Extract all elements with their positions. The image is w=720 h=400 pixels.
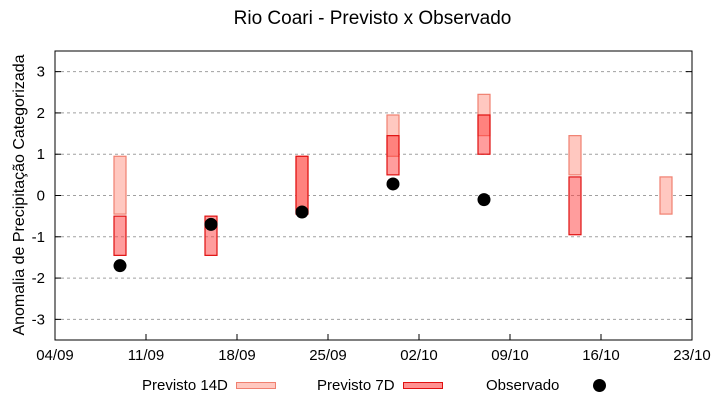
y-tick-label: 3 (37, 64, 45, 81)
legend-item-observado: Observado (486, 377, 607, 394)
legend-label: Previsto 14D (142, 377, 228, 394)
bar-previsto-7d (295, 155, 309, 215)
bar-previsto-7d (113, 215, 127, 256)
y-tick-label: 2 (37, 105, 45, 122)
point-observado (204, 217, 218, 231)
point-observado (386, 177, 400, 191)
legend-marker-dot-icon (593, 379, 607, 392)
point-observado (295, 205, 309, 219)
chart-title: Rio Coari - Previsto x Observado (233, 8, 512, 29)
x-tick-label: 09/10 (491, 347, 529, 364)
bar-previsto-14d (568, 135, 582, 176)
point-observado (477, 193, 491, 207)
legend-label: Previsto 7D (317, 377, 395, 394)
y-tick-label: -3 (32, 311, 45, 328)
x-tick-label: 04/09 (36, 347, 74, 364)
x-tick-label: 18/09 (218, 347, 256, 364)
y-tick-label: 0 (37, 188, 45, 205)
plot-frame (54, 50, 693, 341)
bar-previsto-14d (113, 155, 127, 215)
y-tick-label: -2 (32, 270, 45, 287)
y-tick-label: 1 (37, 146, 45, 163)
legend-swatch-14d (235, 382, 276, 389)
legend-swatch-7d (402, 382, 443, 389)
x-tick-label: 23/10 (673, 347, 711, 364)
x-tick-label: 11/09 (128, 347, 164, 364)
bar-previsto-14d (659, 176, 673, 215)
legend-item-previsto-7d: Previsto 7D (317, 377, 443, 394)
legend-item-previsto-14d: Previsto 14D (142, 377, 276, 394)
bar-previsto-7d (568, 176, 582, 236)
bar-previsto-7d (386, 135, 400, 176)
point-observado (113, 259, 127, 273)
bar-previsto-7d (477, 114, 491, 155)
legend-label: Observado (486, 377, 560, 394)
x-tick-label: 25/09 (309, 347, 347, 364)
legend: Previsto 14D Previsto 7D Observado (0, 377, 720, 399)
x-tick-label: 02/10 (400, 347, 438, 364)
y-tick-label: -1 (32, 229, 45, 246)
x-tick-label: 16/10 (582, 347, 620, 364)
